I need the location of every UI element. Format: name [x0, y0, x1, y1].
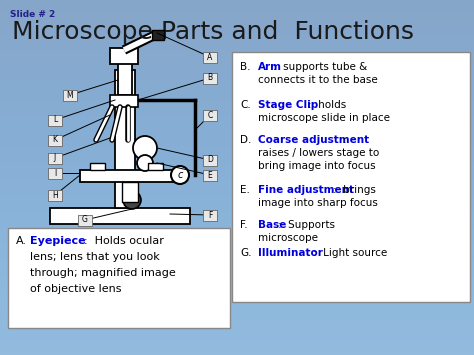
Text: Arm: Arm	[258, 62, 282, 72]
Circle shape	[137, 155, 153, 171]
Bar	[203, 154, 217, 165]
Text: c: c	[177, 170, 182, 180]
Text: :  holds: : holds	[308, 100, 346, 110]
Text: B: B	[208, 73, 212, 82]
Bar	[122, 182, 138, 202]
Text: Fine adjustment: Fine adjustment	[258, 185, 354, 195]
Circle shape	[133, 136, 157, 160]
Text: G: G	[82, 215, 88, 224]
Bar	[203, 51, 217, 62]
Circle shape	[171, 166, 189, 184]
Text: F.: F.	[240, 220, 247, 230]
Text: L: L	[53, 115, 57, 125]
Bar	[203, 72, 217, 83]
Text: H: H	[52, 191, 58, 200]
Text: lens; lens that you look: lens; lens that you look	[30, 252, 160, 262]
Text: A: A	[207, 53, 213, 61]
Text: D.: D.	[240, 135, 251, 145]
Text: :  Light source: : Light source	[313, 248, 387, 258]
Bar	[48, 168, 62, 179]
Bar	[48, 135, 62, 146]
Bar	[8, 228, 230, 328]
Bar	[203, 209, 217, 220]
Text: microscope slide in place: microscope slide in place	[258, 113, 390, 123]
Bar	[78, 214, 92, 225]
Text: bring image into focus: bring image into focus	[258, 161, 375, 171]
Text: C: C	[207, 110, 213, 120]
Text: E: E	[208, 170, 212, 180]
Text: K: K	[53, 136, 57, 144]
Text: of objective lens: of objective lens	[30, 284, 121, 294]
Bar	[63, 89, 77, 100]
Text: G.: G.	[240, 248, 252, 258]
Bar	[90, 163, 105, 170]
Text: I: I	[54, 169, 56, 178]
Text: C.: C.	[240, 100, 251, 110]
Text: Microscope Parts and  Functions: Microscope Parts and Functions	[12, 20, 414, 44]
Text: connects it to the base: connects it to the base	[258, 75, 378, 85]
Bar	[48, 190, 62, 201]
Text: raises / lowers stage to: raises / lowers stage to	[258, 148, 379, 158]
Text: J: J	[54, 153, 56, 163]
Text: D: D	[207, 155, 213, 164]
Text: microscope: microscope	[258, 233, 318, 243]
Circle shape	[123, 191, 141, 209]
Bar	[110, 95, 138, 107]
Bar	[203, 109, 217, 120]
Text: A.: A.	[16, 236, 27, 246]
Text: :  Holds ocular: : Holds ocular	[84, 236, 164, 246]
Bar	[152, 30, 164, 40]
Text: :: :	[343, 135, 346, 145]
Text: E.: E.	[240, 185, 250, 195]
Text: M: M	[67, 91, 73, 99]
Text: Base: Base	[258, 220, 286, 230]
Bar	[50, 208, 190, 224]
Text: F: F	[208, 211, 212, 219]
Bar	[148, 163, 163, 170]
Text: Slide # 2: Slide # 2	[10, 10, 55, 19]
Text: image into sharp focus: image into sharp focus	[258, 198, 378, 208]
Bar	[115, 70, 135, 208]
Bar	[203, 169, 217, 180]
Text: through; magnified image: through; magnified image	[30, 268, 176, 278]
Bar	[118, 55, 132, 95]
Text: Eyepiece: Eyepiece	[30, 236, 86, 246]
Bar	[232, 52, 470, 302]
Text: :  supports tube &: : supports tube &	[273, 62, 367, 72]
Text: Coarse adjustment: Coarse adjustment	[258, 135, 369, 145]
Text: :  Supports: : Supports	[278, 220, 335, 230]
Text: Illuminator: Illuminator	[258, 248, 323, 258]
Bar	[80, 170, 180, 182]
Text: :  brings: : brings	[333, 185, 376, 195]
Text: B.: B.	[240, 62, 250, 72]
Text: Stage Clip: Stage Clip	[258, 100, 318, 110]
Bar	[48, 153, 62, 164]
Bar	[48, 115, 62, 126]
Bar	[110, 48, 138, 64]
